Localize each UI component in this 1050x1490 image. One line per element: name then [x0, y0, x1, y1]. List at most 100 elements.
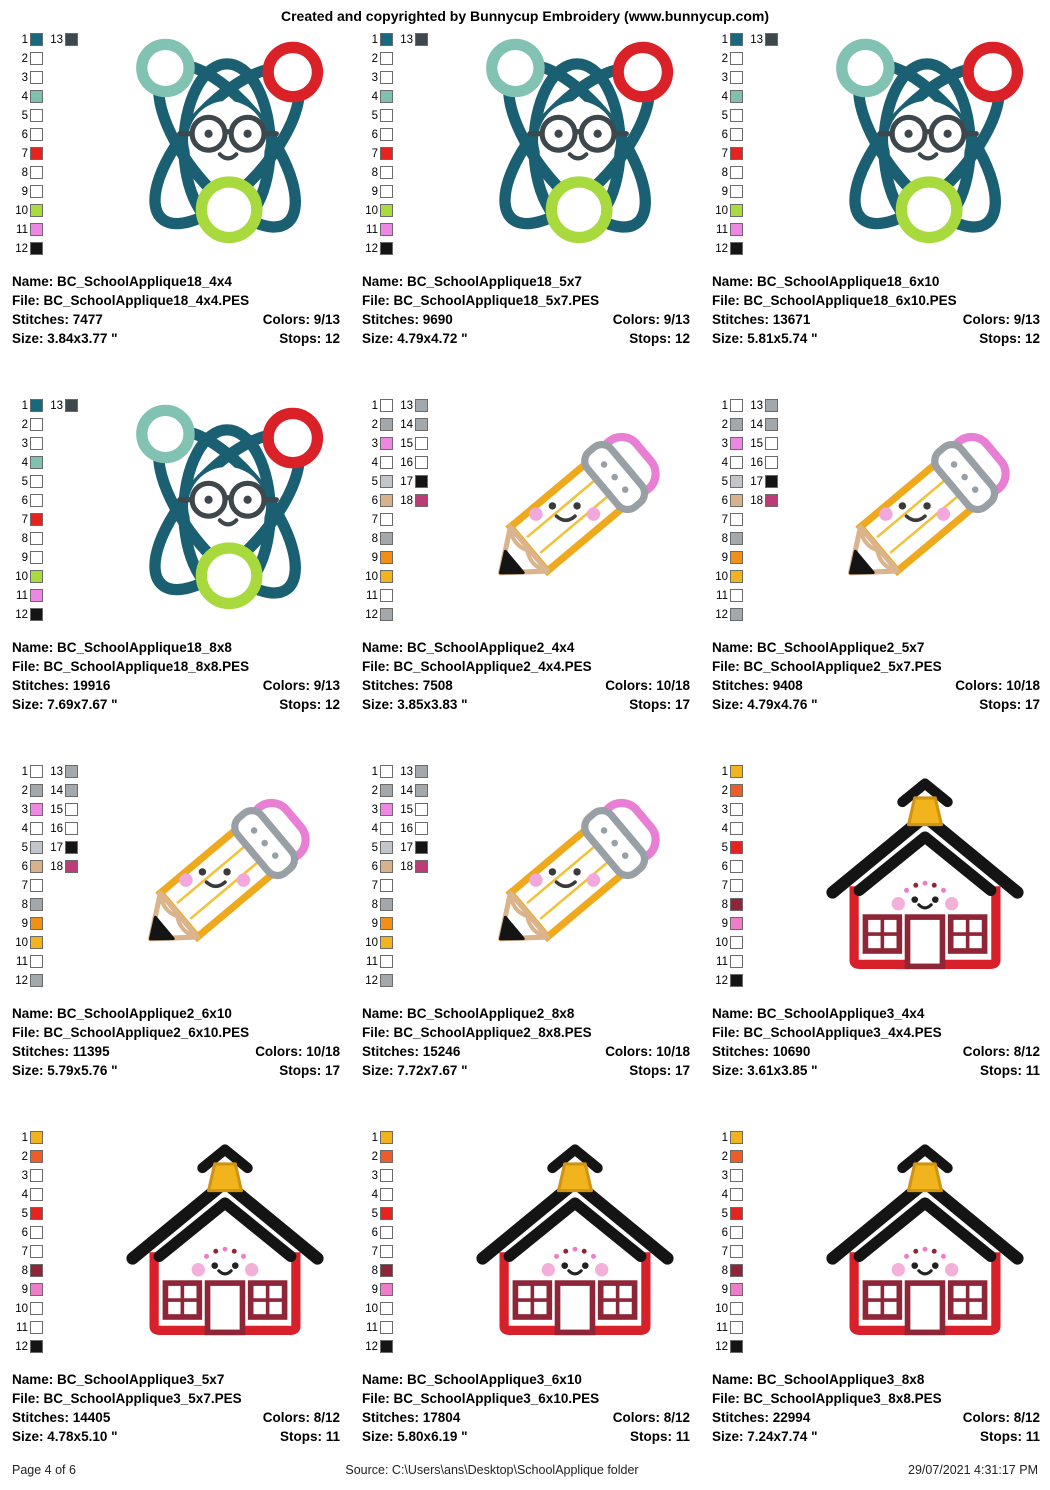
thread-number: 5 [371, 1207, 378, 1220]
thread-swatch [30, 475, 43, 488]
thread-color-row: 9 [12, 914, 110, 933]
thread-color-row: 9 [362, 914, 460, 933]
thread-swatch [730, 90, 743, 103]
thread-color-row: 3 15 [712, 434, 810, 453]
stops-group: Stops: 12 [629, 329, 690, 348]
stitches-label: Stitches: [362, 1044, 420, 1059]
thread-color-row: 11 [712, 220, 810, 239]
thread-swatch [30, 1340, 43, 1353]
thread-swatch [415, 822, 428, 835]
stops-count: 12 [1024, 331, 1040, 346]
thread-swatch [730, 570, 743, 583]
name-line: Name: BC_SchoolApplique18_6x10 [712, 272, 1040, 291]
name-line: Name: BC_SchoolApplique3_8x8 [712, 1370, 1040, 1389]
color-count: 8/12 [663, 1410, 690, 1425]
file-line: File: BC_SchoolApplique3_4x4.PES [712, 1023, 1040, 1042]
thread-swatch [380, 879, 393, 892]
thread-swatch [765, 456, 778, 469]
thread-color-row: 2 [12, 49, 110, 68]
thread-swatch [380, 608, 393, 621]
stitches-colors-line: Stitches: 7477 Colors: 9/13 [12, 310, 340, 329]
stops-label: Stops: [979, 1063, 1022, 1078]
thread-number: 7 [21, 879, 28, 892]
thread-swatch [30, 1283, 43, 1296]
thread-number: 10 [365, 570, 378, 583]
size-group: Size: 3.61x3.85 " [712, 1061, 818, 1080]
thread-number: 12 [15, 1340, 28, 1353]
file-label: File: [712, 659, 740, 674]
thread-swatch [380, 204, 393, 217]
thread-number: 10 [715, 570, 728, 583]
thread-color-row: 7 [362, 144, 460, 163]
thread-swatch [30, 860, 43, 873]
thread-swatch [730, 1264, 743, 1277]
design-file: BC_SchoolApplique18_5x7.PES [393, 293, 600, 308]
thread-number: 13 [400, 399, 413, 412]
thread-swatch [730, 784, 743, 797]
thread-swatch [65, 860, 78, 873]
thread-color-row: 11 [362, 1318, 460, 1337]
thread-swatch [730, 898, 743, 911]
thread-color-row: 8 [12, 163, 110, 182]
thread-number: 3 [371, 71, 378, 84]
thread-color-row: 6 18 [362, 857, 460, 876]
thread-color-row: 7 [362, 1242, 460, 1261]
thread-swatch [380, 185, 393, 198]
thread-swatch [30, 494, 43, 507]
thread-number: 11 [16, 589, 28, 602]
stitches-group: Stitches: 14405 [12, 1408, 110, 1427]
thread-color-row: 8 [12, 895, 110, 914]
stops-label: Stops: [279, 1429, 322, 1444]
name-line: Name: BC_SchoolApplique2_5x7 [712, 638, 1040, 657]
thread-color-list: 1 13 2 3 4 5 6 7 8 9 10 11 12 [12, 394, 110, 626]
thread-swatch [415, 765, 428, 778]
thread-swatch [30, 879, 43, 892]
design-cell: 1 13 2 3 4 5 6 7 8 9 10 11 12 Name: BC_SchoolAppliqu… [700, 26, 1050, 392]
thread-swatch [380, 1264, 393, 1277]
colors-label: Colors: [262, 678, 310, 693]
design-name: BC_SchoolApplique3_8x8 [757, 1372, 925, 1387]
name-line: Name: BC_SchoolApplique18_4x4 [12, 272, 340, 291]
size-group: Size: 7.69x7.67 " [12, 695, 118, 714]
thread-number: 8 [21, 166, 28, 179]
school-design-icon [812, 763, 1038, 989]
thread-color-row: 4 [712, 819, 810, 838]
thread-swatch [30, 223, 43, 236]
thread-number: 8 [721, 532, 728, 545]
stops-label: Stops: [629, 1429, 672, 1444]
design-cell: 1 2 3 4 5 6 7 8 9 10 11 12 Name: BC_SchoolApplique3… [700, 1124, 1050, 1490]
thread-number: 6 [371, 128, 378, 141]
thread-swatch [30, 109, 43, 122]
stitches-label: Stitches: [712, 678, 770, 693]
thread-swatch [65, 765, 78, 778]
thread-number: 4 [721, 1188, 728, 1201]
thread-color-row: 6 18 [712, 491, 810, 510]
stitches-colors-line: Stitches: 11395 Colors: 10/18 [12, 1042, 340, 1061]
thread-color-row: 10 [362, 1299, 460, 1318]
thread-swatch [380, 399, 393, 412]
design-preview [460, 760, 690, 992]
stitches-label: Stitches: [12, 1410, 70, 1425]
stitches-group: Stitches: 9690 [362, 310, 453, 329]
thread-swatch [730, 147, 743, 160]
color-count: 9/13 [313, 312, 340, 327]
design-file: BC_SchoolApplique3_6x10.PES [393, 1391, 600, 1406]
thread-number: 9 [721, 185, 728, 198]
design-cell: 1 13 2 14 3 15 4 16 5 17 6 18 7 8 9 10 11 12 Name: BC_Sch… [700, 392, 1050, 758]
name-label: Name: [362, 1372, 404, 1387]
thread-number: 7 [721, 1245, 728, 1258]
design-file: BC_SchoolApplique3_8x8.PES [743, 1391, 942, 1406]
thread-color-row: 6 [12, 1223, 110, 1242]
file-label: File: [362, 1025, 390, 1040]
thread-swatch [730, 1321, 743, 1334]
name-label: Name: [362, 640, 404, 655]
thread-color-row: 5 17 [362, 472, 460, 491]
thread-color-row: 9 [12, 182, 110, 201]
thread-color-row: 3 [12, 1166, 110, 1185]
thread-number: 18 [400, 494, 413, 507]
design-cell: 1 2 3 4 5 6 7 8 9 10 11 12 Name: BC_SchoolApplique3… [700, 758, 1050, 1124]
stops-count: 11 [1025, 1429, 1040, 1444]
thread-swatch [30, 936, 43, 949]
thread-color-row: 6 [12, 491, 110, 510]
design-meta: Name: BC_SchoolApplique2_6x10 File: BC_S… [12, 1004, 340, 1080]
